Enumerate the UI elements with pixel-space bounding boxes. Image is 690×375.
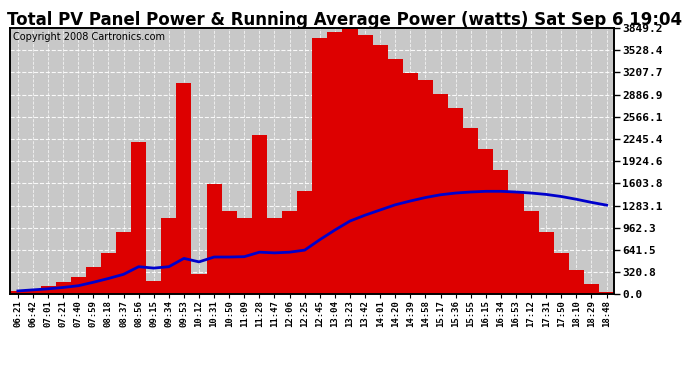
Bar bbox=[584, 284, 599, 294]
Bar bbox=[101, 253, 116, 294]
Bar bbox=[282, 211, 297, 294]
Bar bbox=[509, 190, 524, 294]
Bar bbox=[206, 184, 221, 294]
Bar bbox=[131, 142, 146, 294]
Bar bbox=[553, 253, 569, 294]
Bar bbox=[267, 218, 282, 294]
Text: Copyright 2008 Cartronics.com: Copyright 2008 Cartronics.com bbox=[13, 32, 166, 42]
Bar bbox=[448, 108, 463, 294]
Bar bbox=[161, 218, 177, 294]
Bar bbox=[221, 211, 237, 294]
Bar bbox=[312, 39, 327, 294]
Text: Total PV Panel Power & Running Average Power (watts) Sat Sep 6 19:04: Total PV Panel Power & Running Average P… bbox=[8, 11, 682, 29]
Bar bbox=[252, 135, 267, 294]
Bar bbox=[191, 274, 206, 294]
Bar bbox=[539, 232, 553, 294]
Bar bbox=[10, 291, 26, 294]
Bar bbox=[388, 59, 403, 294]
Bar bbox=[478, 149, 493, 294]
Bar bbox=[70, 277, 86, 294]
Bar bbox=[493, 170, 509, 294]
Bar bbox=[237, 218, 252, 294]
Bar bbox=[56, 282, 70, 294]
Bar bbox=[41, 286, 56, 294]
Bar bbox=[357, 35, 373, 294]
Bar bbox=[116, 232, 131, 294]
Bar bbox=[463, 128, 478, 294]
Bar bbox=[297, 190, 312, 294]
Bar bbox=[403, 73, 418, 294]
Bar bbox=[418, 80, 433, 294]
Bar bbox=[146, 280, 161, 294]
Bar bbox=[327, 32, 342, 294]
Bar bbox=[569, 270, 584, 294]
Bar bbox=[177, 83, 191, 294]
Bar bbox=[86, 267, 101, 294]
Bar bbox=[433, 94, 448, 294]
Bar bbox=[599, 292, 614, 294]
Bar bbox=[342, 28, 357, 294]
Bar bbox=[373, 45, 388, 294]
Bar bbox=[26, 289, 41, 294]
Bar bbox=[524, 211, 539, 294]
